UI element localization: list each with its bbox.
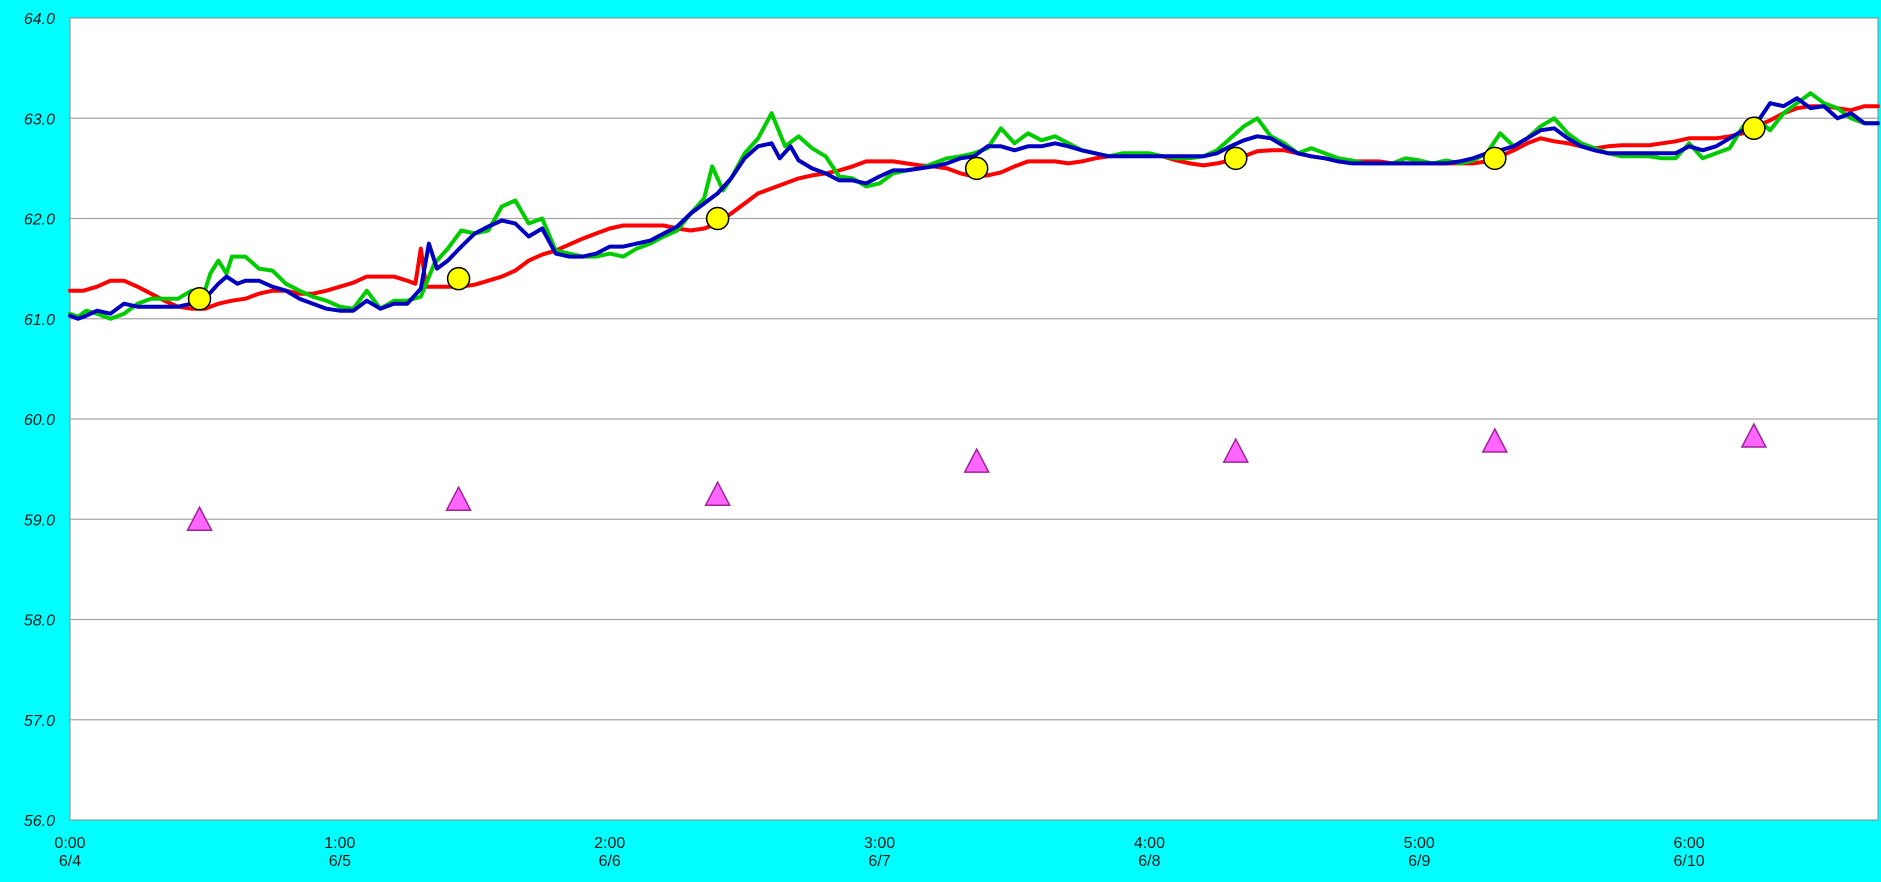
yellow-circle-marker xyxy=(1742,116,1766,141)
pink-triangle-marker xyxy=(1222,437,1249,463)
x-tick-date-label: 6/8 xyxy=(1138,853,1160,870)
y-tick-label: 60.0 xyxy=(24,412,55,429)
y-tick-label: 59.0 xyxy=(24,512,55,529)
gridlines xyxy=(70,117,1878,721)
x-tick-date-label: 6/7 xyxy=(868,853,890,870)
series-layer xyxy=(68,91,1880,531)
yellow-circle-marker xyxy=(705,206,730,231)
yellow-circle-marker xyxy=(446,266,471,291)
x-tick-date-label: 6/5 xyxy=(329,853,351,870)
yellow-circle-marker xyxy=(187,286,212,311)
pink-triangle-marker xyxy=(1740,422,1768,448)
y-tick-label: 63.0 xyxy=(24,111,55,128)
pink-triangle-marker xyxy=(963,447,990,473)
x-tick-time-label: 5:00 xyxy=(1404,835,1435,852)
x-tick-time-label: 2:00 xyxy=(594,835,625,852)
x-tick-time-label: 0:00 xyxy=(54,835,85,852)
y-tick-label: 61.0 xyxy=(24,312,55,329)
x-tick-date-label: 6/6 xyxy=(599,853,621,870)
x-tick-date-label: 6/4 xyxy=(59,853,81,870)
x-tick-time-label: 6:00 xyxy=(1674,835,1705,852)
red-series-line xyxy=(68,104,1880,311)
y-axis-labels: 56.0 57.0 58.0 59.0 60.0 61.0 62.0 63.0 64.0 xyxy=(24,11,55,830)
green-series-line xyxy=(68,91,1880,321)
pink-triangle-marker xyxy=(704,480,731,506)
yellow-circle-marker xyxy=(1224,146,1248,171)
y-tick-label: 56.0 xyxy=(24,813,55,830)
yellow-circle-marker xyxy=(964,156,989,181)
pink-triangle-marker xyxy=(186,505,213,531)
x-tick-date-label: 6/10 xyxy=(1674,853,1705,870)
x-tick-date-label: 6/9 xyxy=(1408,853,1430,870)
pink-triangle-marker xyxy=(1481,427,1509,453)
x-tick-time-label: 1:00 xyxy=(324,835,355,852)
y-tick-label: 64.0 xyxy=(24,11,55,28)
pink-triangle-marker xyxy=(445,485,472,511)
yellow-circle-marker xyxy=(1483,146,1507,171)
y-tick-label: 57.0 xyxy=(24,713,55,730)
blue-series-line xyxy=(68,96,1880,321)
y-tick-label: 58.0 xyxy=(24,613,55,630)
x-tick-time-label: 4:00 xyxy=(1134,835,1165,852)
x-axis-labels: 0:006/41:006/52:006/63:006/74:006/85:006… xyxy=(54,835,1704,870)
x-tick-time-label: 3:00 xyxy=(864,835,895,852)
y-tick-label: 62.0 xyxy=(24,212,55,229)
